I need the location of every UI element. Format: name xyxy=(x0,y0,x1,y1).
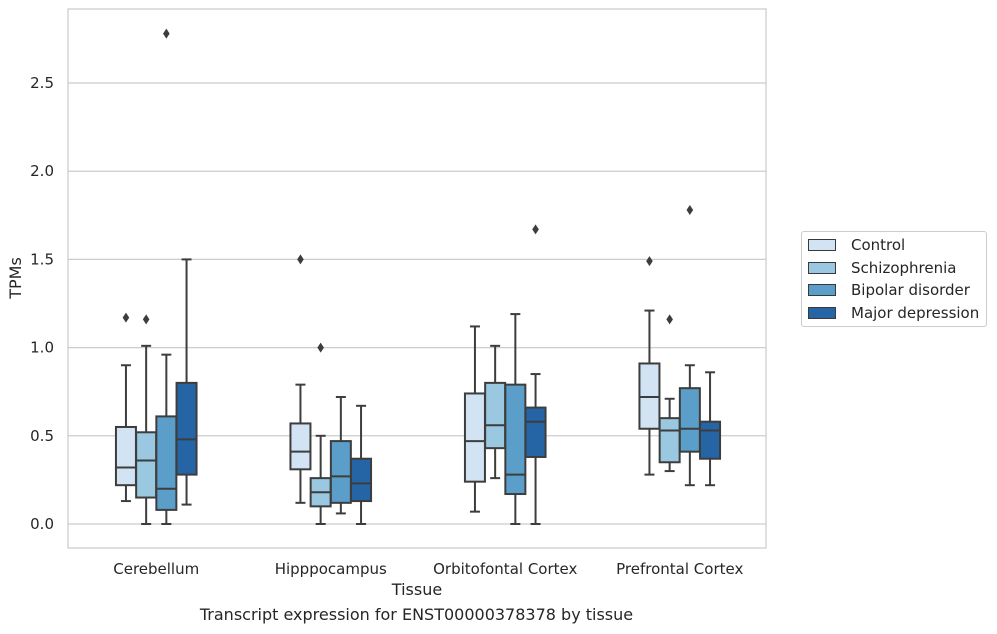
outlier-point xyxy=(317,342,324,353)
y-axis-label: TPMs xyxy=(6,257,25,300)
boxes xyxy=(114,28,722,525)
box-major-depression xyxy=(524,224,547,525)
outlier-point xyxy=(532,224,539,235)
box-schizophrenia xyxy=(658,314,681,473)
legend-swatch xyxy=(808,284,836,296)
legend-item: Schizophrenia xyxy=(808,258,956,278)
legend-item: Major depression xyxy=(808,303,979,323)
box-schizophrenia xyxy=(484,344,507,480)
box-iqr xyxy=(658,417,681,464)
legend-swatch xyxy=(808,306,836,319)
outlier-point xyxy=(646,256,653,267)
x-tick-label: Orbitofontal Cortex xyxy=(433,560,577,578)
box-iqr xyxy=(175,381,198,476)
box-schizophrenia xyxy=(135,314,158,525)
x-tick-label: Cerebellum xyxy=(113,560,199,578)
box-control xyxy=(114,312,137,503)
x-tick-label: Hipppocampus xyxy=(275,560,387,578)
chart-caption: Transcript expression for ENST0000037837… xyxy=(199,605,634,624)
legend-item: Control xyxy=(808,235,905,255)
y-tick-label: 2.0 xyxy=(30,162,54,180)
box-iqr xyxy=(699,420,722,460)
box-major-depression xyxy=(350,404,373,525)
box-iqr xyxy=(329,440,352,504)
box-control xyxy=(638,256,661,476)
x-tick-label: Prefrontal Cortex xyxy=(616,560,743,578)
y-tick-labels: 0.0 0.5 1.0 1.5 2.0 2.5 xyxy=(30,74,54,533)
outlier-point xyxy=(666,314,673,325)
box-iqr xyxy=(463,392,486,483)
box-bipolar-disorder xyxy=(155,28,178,525)
x-axis-label: Tissue xyxy=(391,580,442,599)
legend-item: Bipolar disorder xyxy=(808,280,970,300)
box-iqr xyxy=(524,406,547,458)
box-control xyxy=(289,254,312,504)
legend-label: Major depression xyxy=(851,303,980,322)
box-iqr xyxy=(289,422,312,471)
box-iqr xyxy=(504,383,527,496)
box-major-depression xyxy=(699,371,722,487)
box-bipolar-disorder xyxy=(678,205,701,487)
plot-frame xyxy=(67,8,767,549)
box-major-depression xyxy=(175,258,198,506)
outlier-point xyxy=(297,254,304,265)
box-schizophrenia xyxy=(309,342,332,525)
box-bipolar-disorder xyxy=(329,395,352,515)
y-tick-label: 0.5 xyxy=(30,427,54,445)
box-iqr xyxy=(155,415,178,511)
box-iqr xyxy=(484,381,507,450)
box-iqr xyxy=(114,425,137,487)
legend-swatch xyxy=(808,239,836,251)
legend-label: Control xyxy=(851,236,906,254)
box-iqr xyxy=(678,387,701,453)
legend-label: Schizophrenia xyxy=(851,258,957,277)
box-iqr xyxy=(350,457,373,503)
outlier-point xyxy=(686,205,694,216)
y-tick-label: 1.0 xyxy=(30,339,54,357)
y-tick-label: 0.0 xyxy=(30,515,54,533)
box-control xyxy=(463,325,486,513)
legend-swatch xyxy=(808,261,836,274)
y-tick-label: 1.5 xyxy=(30,250,54,268)
y-tick-label: 2.5 xyxy=(30,74,54,92)
x-tick-labels: Cerebellum Hipppocampus Orbitofontal Corte… xyxy=(113,560,743,578)
legend-label: Bipolar disorder xyxy=(851,281,970,299)
outlier-point xyxy=(142,314,150,325)
outlier-point xyxy=(163,28,170,39)
outlier-point xyxy=(122,312,130,323)
box-iqr xyxy=(135,431,158,499)
box-bipolar-disorder xyxy=(504,313,527,525)
legend: Control Schizophrenia Bipolar disorder Majo… xyxy=(801,231,987,327)
